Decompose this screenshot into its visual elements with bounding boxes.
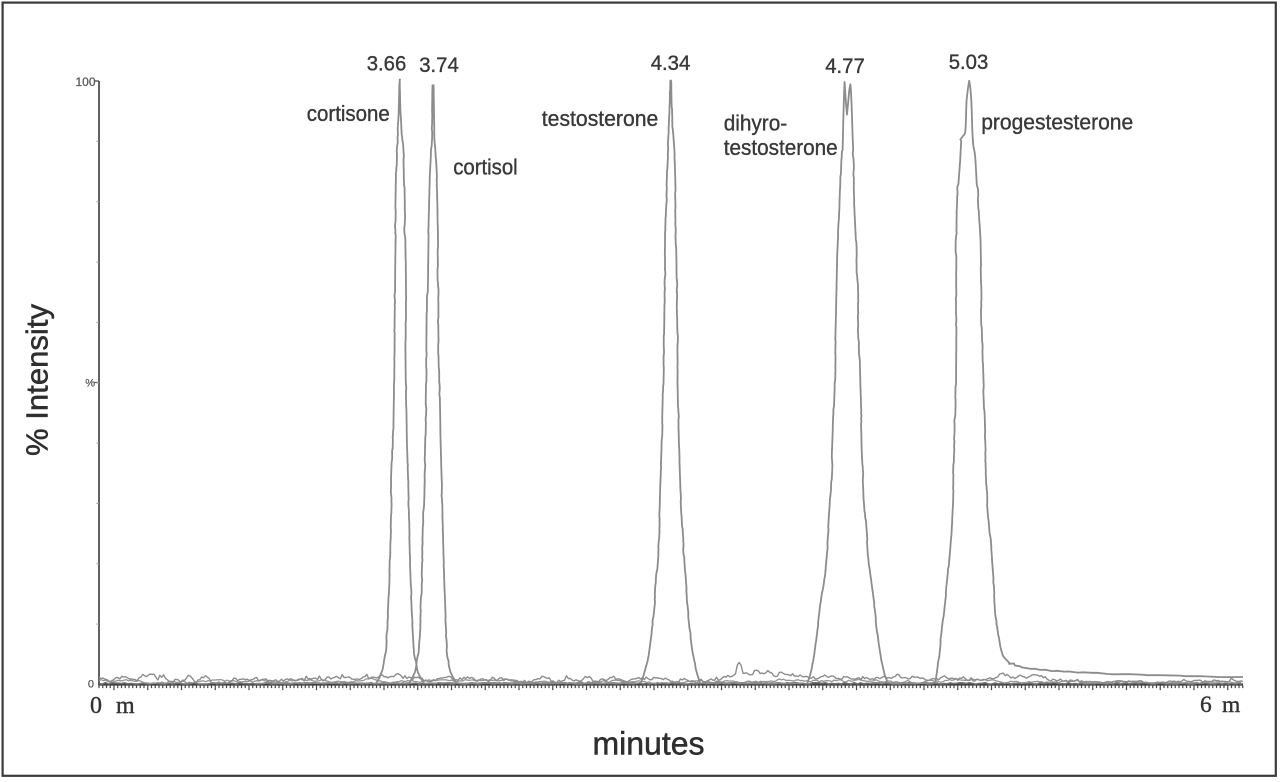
svg-text:testosterone: testosterone <box>724 135 838 160</box>
svg-text:6 m: 6 m <box>1200 692 1243 718</box>
svg-text:0 m: 0 m <box>90 693 139 719</box>
svg-text:testosterone: testosterone <box>542 106 659 131</box>
svg-text:0: 0 <box>88 679 94 691</box>
svg-text:dihyro-: dihyro- <box>724 111 788 136</box>
svg-text:progestesterone: progestesterone <box>981 110 1133 135</box>
svg-text:4.77: 4.77 <box>825 55 865 78</box>
svg-text:minutes: minutes <box>593 726 705 762</box>
svg-text:3.74: 3.74 <box>419 54 459 77</box>
svg-text:3.66: 3.66 <box>367 53 407 76</box>
svg-text:cortisol: cortisol <box>453 155 518 180</box>
svg-text:cortisone: cortisone <box>307 101 390 126</box>
svg-text:% Intensity: % Intensity <box>20 303 55 456</box>
svg-text:5.03: 5.03 <box>949 51 989 74</box>
svg-text:4.34: 4.34 <box>651 52 691 75</box>
svg-text:100: 100 <box>75 75 95 89</box>
svg-text:%: % <box>85 377 95 389</box>
